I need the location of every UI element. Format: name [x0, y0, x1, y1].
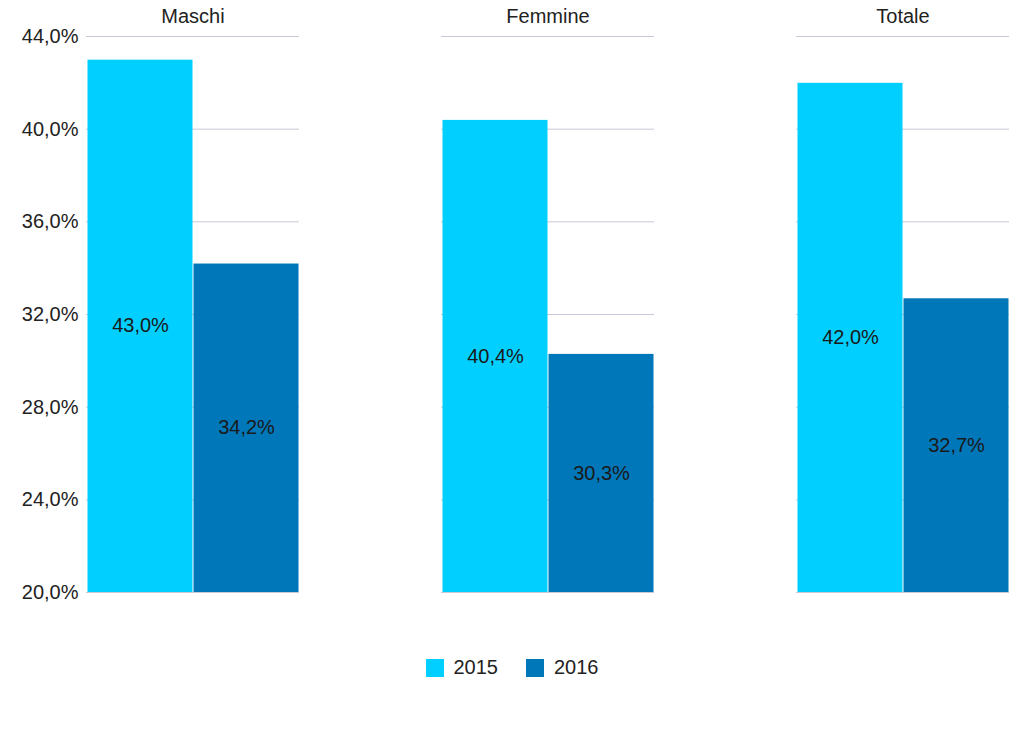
svg-text:32,7%: 32,7%: [928, 434, 985, 456]
svg-text:Maschi: Maschi: [161, 5, 224, 27]
svg-text:32,0%: 32,0%: [22, 303, 79, 325]
svg-text:Femmine: Femmine: [506, 5, 589, 27]
svg-text:36,0%: 36,0%: [22, 210, 79, 232]
svg-text:34,2%: 34,2%: [218, 416, 275, 438]
svg-text:30,3%: 30,3%: [573, 462, 630, 484]
svg-text:42,0%: 42,0%: [822, 326, 879, 348]
svg-text:Totale: Totale: [876, 5, 929, 27]
svg-text:44,0%: 44,0%: [22, 25, 79, 47]
html-text:2016: 2016: [554, 656, 599, 678]
svg-text:24,0%: 24,0%: [22, 488, 79, 510]
svg-text:28,0%: 28,0%: [22, 396, 79, 418]
svg-text:40,4%: 40,4%: [467, 345, 524, 367]
svg-text:40,0%: 40,0%: [22, 118, 79, 140]
svg-text:20,0%: 20,0%: [22, 581, 79, 603]
html-text:2015: 2015: [453, 656, 498, 678]
svg-text:43,0%: 43,0%: [112, 314, 169, 336]
